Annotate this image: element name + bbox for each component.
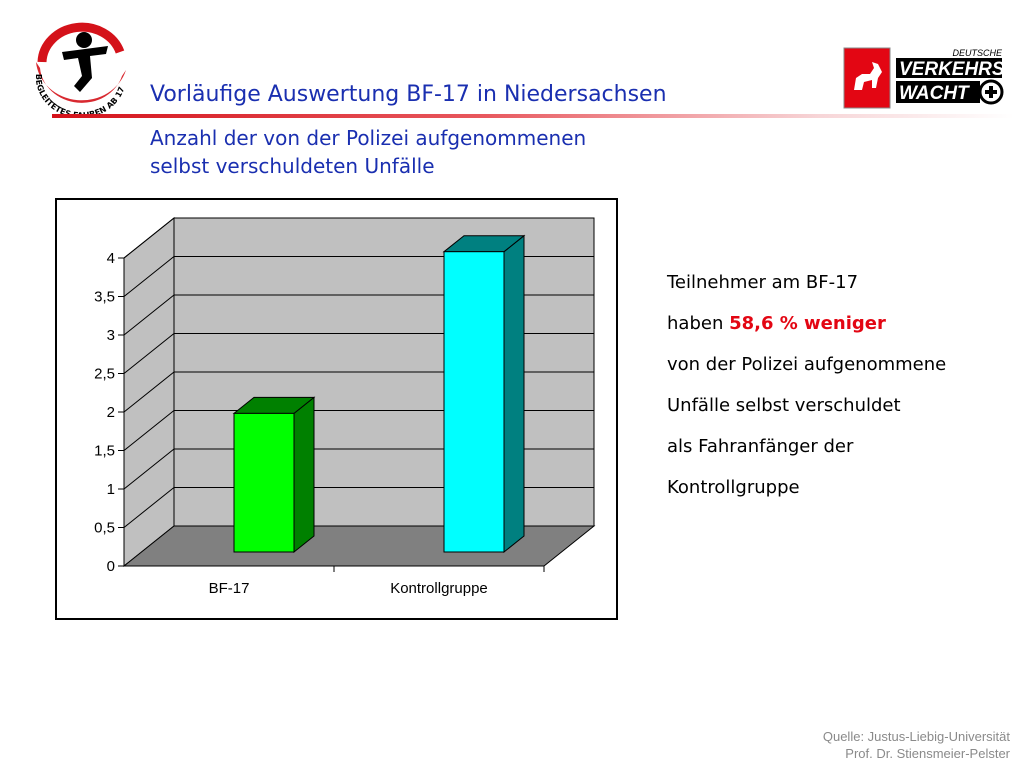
y-tick-label: 4 (107, 250, 115, 267)
bar (443, 251, 505, 553)
subtitle-line-2: selbst verschuldeten Unfälle (150, 154, 435, 178)
source-line-2: Prof. Dr. Stiensmeier-Pelster (845, 746, 1010, 761)
chart-subtitle: Anzahl der von der Polizei aufgenommenen… (150, 124, 586, 180)
y-tick-label: 0 (107, 558, 115, 575)
bar (233, 412, 295, 553)
y-tick-label: 1 (107, 481, 115, 498)
title-divider (52, 114, 1014, 118)
subtitle-line-1: Anzahl der von der Polizei aufgenommenen (150, 126, 587, 150)
side-text-line-4: Unfälle selbst verschuldet (667, 395, 901, 416)
horse-icon (854, 62, 882, 90)
gridline (123, 217, 594, 259)
side-text-line-3: von der Polizei aufgenommene (667, 354, 947, 375)
bar-chart: 0 0,5 1 1,5 2 2,5 3 3,5 4 BF-17 Kontrollgruppe (94, 216, 596, 597)
highlight-percentage: 58,6 % weniger (729, 313, 886, 334)
x-tick-label: BF-17 (209, 580, 250, 597)
side-text-line-5: als Fahranfänger der (667, 436, 854, 457)
y-tick-label: 1,5 (94, 443, 115, 460)
logo-deutsche-text: DEUTSCHE (952, 48, 1003, 58)
logo-verkehrs-text: VERKEHRS (899, 59, 1004, 80)
chart-frame: 0 0,5 1 1,5 2 2,5 3 3,5 4 BF-17 Kontrollgruppe (55, 198, 618, 620)
logo-wacht-text: WACHT (899, 83, 970, 104)
bar-side (503, 234, 525, 554)
y-tick-label: 2 (107, 404, 115, 421)
source-credit: Quelle: Justus-Liebig-Universität Prof. … (823, 728, 1010, 762)
bf17-logo: BEGLEITETES FAHREN AB 17 (22, 22, 140, 120)
person-head-icon (76, 32, 92, 48)
slide-title: Vorläufige Auswertung BF-17 in Niedersac… (150, 82, 667, 107)
side-text-line-1: Teilnehmer am BF-17 (667, 272, 859, 293)
side-text-prefix: haben (667, 313, 730, 334)
side-text: Teilnehmer am BF-17 haben 58,6 % weniger… (667, 262, 946, 508)
y-tick-label: 2,5 (94, 366, 115, 383)
x-tick-label: Kontrollgruppe (390, 580, 488, 597)
side-text-line-6: Kontrollgruppe (667, 477, 800, 498)
y-tick-label: 0,5 (94, 520, 115, 537)
person-figure-icon (62, 46, 108, 92)
side-text-line-2: haben 58,6 % weniger (667, 303, 946, 344)
verkehrswacht-logo: DEUTSCHE VERKEHRS WACHT (842, 44, 1005, 110)
source-line-1: Quelle: Justus-Liebig-Universität (822, 729, 1010, 744)
y-tick-label: 3 (107, 327, 115, 344)
y-tick-label: 3,5 (94, 289, 115, 306)
bar-side (293, 396, 315, 554)
